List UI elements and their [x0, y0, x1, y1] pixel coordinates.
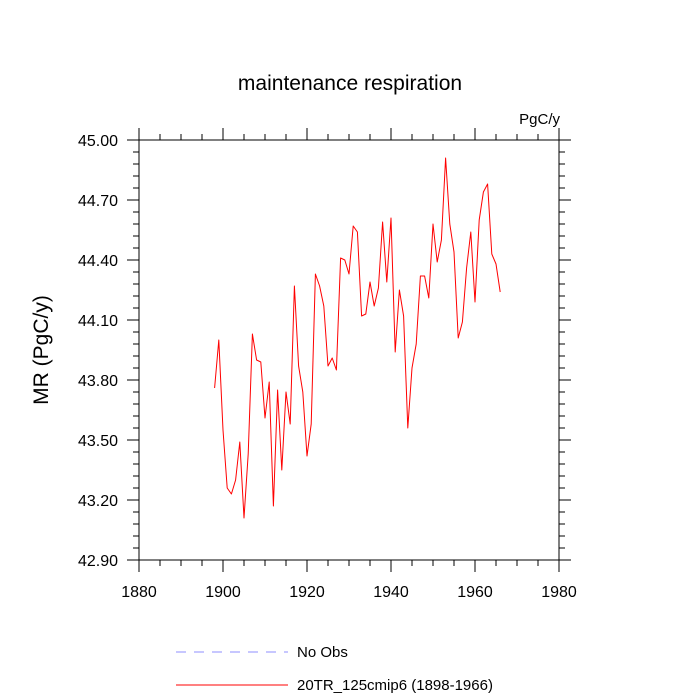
- legend: No Obs 20TR_125cmip6 (1898-1966): [176, 644, 493, 694]
- x-tick-label: 1960: [457, 584, 493, 601]
- series-line-20TR-125cmip6: [214, 157, 501, 519]
- chart-title: maintenance respiration: [238, 72, 462, 95]
- y-tick-label: 44.70: [78, 193, 118, 210]
- y-tick-label: 45.00: [78, 133, 118, 150]
- y-tick-label: 44.40: [78, 253, 118, 270]
- units-label: PgC/y: [519, 111, 560, 128]
- plot-frame: [138, 139, 560, 561]
- y-tick-label: 42.90: [78, 553, 118, 570]
- y-tick-label: 43.20: [78, 493, 118, 510]
- x-tick-label: 1920: [289, 584, 325, 601]
- axis-tick-labels: 1880 1900 1920 1940 1960 1980 42.90 43.20 43.50 4…: [78, 133, 577, 601]
- axis-ticks: [127, 128, 571, 572]
- legend-label: No Obs: [297, 644, 348, 661]
- series-layer: [214, 157, 501, 519]
- x-tick-label: 1940: [373, 584, 409, 601]
- x-tick-label: 1980: [541, 584, 577, 601]
- legend-label: 20TR_125cmip6 (1898-1966): [297, 677, 493, 694]
- y-tick-label: 44.10: [78, 313, 118, 330]
- x-tick-label: 1880: [121, 584, 157, 601]
- y-tick-label: 43.50: [78, 433, 118, 450]
- y-axis-title: MR (PgC/y): [30, 295, 53, 405]
- y-tick-label: 43.80: [78, 373, 118, 390]
- x-tick-label: 1900: [205, 584, 241, 601]
